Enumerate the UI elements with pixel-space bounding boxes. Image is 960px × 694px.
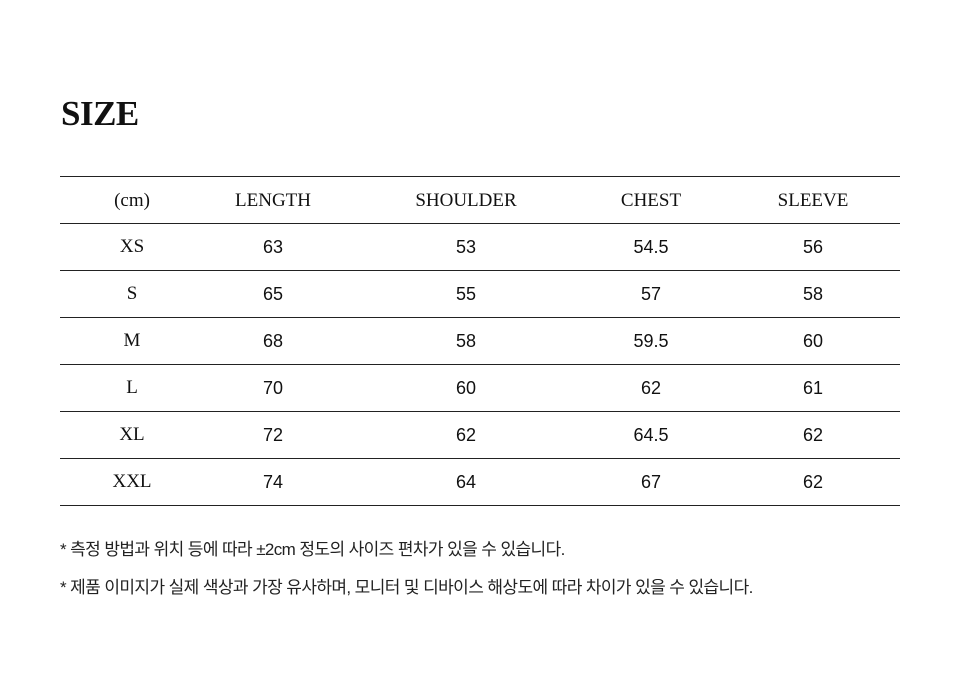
cell-shoulder: 60 <box>455 378 477 398</box>
cell-size: S <box>126 283 138 304</box>
cell-size: XS <box>119 236 145 257</box>
cell-sleeve: 58 <box>802 284 824 304</box>
cell-shoulder: 64 <box>455 472 477 492</box>
size-table: (cm) LENGTH SHOULDER CHEST SLEEVE XS 63 53… <box>60 176 900 506</box>
cell-chest: 62 <box>640 378 662 398</box>
cell-sleeve: 60 <box>802 331 824 351</box>
cell-chest: 64.5 <box>633 425 669 445</box>
table-row: L 70 60 62 61 <box>60 365 900 412</box>
cell-sleeve: 62 <box>802 472 824 492</box>
page-title: SIZE <box>61 94 139 133</box>
cell-length: 63 <box>262 237 284 257</box>
cell-chest: 59.5 <box>633 331 669 351</box>
header-sleeve: SLEEVE <box>777 190 849 211</box>
cell-size: L <box>126 377 138 398</box>
header-length: LENGTH <box>235 190 311 211</box>
cell-length: 68 <box>262 331 284 351</box>
header-chest: CHEST <box>620 190 682 211</box>
header-unit: (cm) <box>114 190 150 211</box>
cell-length: 65 <box>262 284 284 304</box>
cell-shoulder: 55 <box>455 284 477 304</box>
cell-shoulder: 58 <box>455 331 477 351</box>
table-header-row: (cm) LENGTH SHOULDER CHEST SLEEVE <box>60 177 900 224</box>
cell-size: XXL <box>112 471 152 492</box>
table-row: XL 72 62 64.5 62 <box>60 412 900 459</box>
table-row: XS 63 53 54.5 56 <box>60 224 900 271</box>
table-row: S 65 55 57 58 <box>60 271 900 318</box>
cell-length: 72 <box>262 425 284 445</box>
cell-sleeve: 62 <box>802 425 824 445</box>
cell-size: XL <box>119 424 145 445</box>
cell-shoulder: 53 <box>455 237 477 257</box>
cell-size: M <box>123 330 141 351</box>
note-measurement: * 측정 방법과 위치 등에 따라 ±2cm 정도의 사이즈 편차가 있을 수 … <box>60 540 565 559</box>
note-color: * 제품 이미지가 실제 색상과 가장 유사하며, 모니터 및 디바이스 해상도… <box>60 578 753 597</box>
cell-chest: 67 <box>640 472 662 492</box>
header-shoulder: SHOULDER <box>415 190 517 211</box>
cell-sleeve: 56 <box>802 237 824 257</box>
cell-chest: 54.5 <box>633 237 669 257</box>
table-row: XXL 74 64 67 62 <box>60 459 900 506</box>
table-row: M 68 58 59.5 60 <box>60 318 900 365</box>
cell-length: 74 <box>262 472 284 492</box>
cell-length: 70 <box>262 378 284 398</box>
cell-sleeve: 61 <box>802 378 824 398</box>
cell-chest: 57 <box>640 284 662 304</box>
cell-shoulder: 62 <box>455 425 477 445</box>
